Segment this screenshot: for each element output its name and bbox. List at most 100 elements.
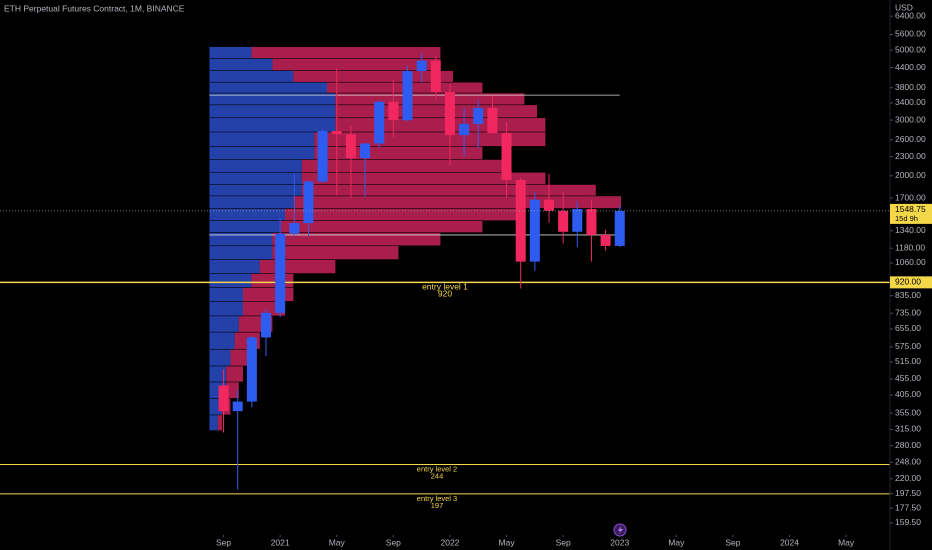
profile-down xyxy=(293,196,622,209)
x-tick-label: Sep xyxy=(556,537,571,547)
profile-down xyxy=(272,58,441,71)
candle-body xyxy=(218,385,229,412)
candle-body xyxy=(317,130,328,182)
x-tick-label: May xyxy=(668,537,685,547)
profile-down xyxy=(226,366,244,382)
x-tick-label: Sep xyxy=(216,537,231,547)
profile-up xyxy=(209,273,252,288)
candle-body xyxy=(303,181,314,224)
profile-down xyxy=(335,118,546,132)
alert-icon[interactable] xyxy=(613,523,627,537)
entry-level-value: 920 xyxy=(438,289,452,299)
y-tick-label: 197.50 xyxy=(895,488,921,498)
entry-level-label: entry level 1 xyxy=(422,282,468,292)
profile-down xyxy=(243,287,294,302)
y-tick-label: 177.50 xyxy=(895,502,921,512)
profile-up xyxy=(209,208,286,221)
candle-body xyxy=(275,233,286,313)
candle-body xyxy=(501,133,512,180)
countdown-label: 15d 9h xyxy=(895,214,918,223)
x-tick-label: May xyxy=(838,537,855,547)
profile-up xyxy=(209,184,302,196)
candle-body xyxy=(331,130,342,135)
profile-down xyxy=(335,105,538,118)
y-tick-label: 280.00 xyxy=(895,440,921,450)
last-price-label: 1548.75 xyxy=(895,204,926,214)
chart-title: ETH Perpetual Futures Contract, 1M, BINA… xyxy=(4,3,185,13)
profile-up xyxy=(209,93,336,105)
y-tick-label: 315.00 xyxy=(895,424,921,434)
candle-body xyxy=(416,60,427,72)
x-tick-label: Sep xyxy=(725,537,740,547)
y-tick-label: 5000.00 xyxy=(895,44,926,54)
profile-down xyxy=(243,301,286,316)
entry-level-value: 197 xyxy=(431,501,444,510)
profile-down xyxy=(314,146,483,160)
profile-down xyxy=(251,273,294,288)
profile-up xyxy=(209,366,227,382)
y-tick-label: 5600.00 xyxy=(895,29,926,39)
profile-down xyxy=(217,415,223,431)
y-tick-label: 3400.00 xyxy=(895,97,926,107)
profile-down xyxy=(335,93,525,105)
profile-up xyxy=(209,70,294,82)
alert-bolt[interactable] xyxy=(618,526,623,534)
y-tick-label: 220.00 xyxy=(895,473,921,483)
profile-down xyxy=(314,132,546,147)
profile-up xyxy=(209,259,260,274)
profile-up xyxy=(209,246,273,260)
x-tick-label: May xyxy=(329,537,346,547)
profile-up xyxy=(209,118,336,132)
entry-level-tag-label: 920.00 xyxy=(895,277,921,287)
y-tick-label: 248.00 xyxy=(895,457,921,467)
candle-body xyxy=(558,210,569,232)
y-tick-label: 1060.00 xyxy=(895,257,926,267)
profile-up xyxy=(209,232,273,246)
candle-body xyxy=(289,223,300,234)
profile-up xyxy=(209,316,239,332)
y-tick-label: 575.00 xyxy=(895,341,921,351)
y-tick-label: 2600.00 xyxy=(895,134,926,144)
candle-body xyxy=(345,134,356,159)
candle-body xyxy=(246,337,257,402)
y-tick-label: 515.00 xyxy=(895,356,921,366)
y-tick-label: 159.50 xyxy=(895,517,921,527)
candle-body xyxy=(402,71,413,121)
y-tick-label: 735.00 xyxy=(895,307,921,317)
candle-body xyxy=(529,199,540,262)
profile-up xyxy=(209,349,231,366)
profile-down xyxy=(285,208,525,221)
last-price-tag xyxy=(890,203,932,224)
candle-body xyxy=(430,60,441,93)
x-tick-label: 2022 xyxy=(440,537,459,547)
candle-body xyxy=(572,209,583,232)
candle-body xyxy=(459,123,470,136)
x-tick-label: 2021 xyxy=(271,537,290,547)
candle-body xyxy=(586,209,597,235)
y-tick-label: 405.00 xyxy=(895,389,921,399)
profile-up xyxy=(209,146,315,160)
y-tick-label: 455.00 xyxy=(895,373,921,383)
profile-up xyxy=(209,221,281,233)
y-tick-label: 355.00 xyxy=(895,407,921,417)
y-tick-label: 1700.00 xyxy=(895,192,926,202)
profile-down xyxy=(293,70,454,82)
candle-body xyxy=(232,401,243,412)
profile-down xyxy=(259,259,336,274)
currency-label: USD xyxy=(895,2,913,12)
entry-level-value: 244 xyxy=(431,472,444,481)
y-tick-label: 835.00 xyxy=(895,290,921,300)
candle-body xyxy=(388,101,399,121)
profile-up xyxy=(209,332,235,349)
profile-down xyxy=(251,46,441,59)
profile-up xyxy=(209,82,328,93)
x-tick-label: May xyxy=(499,537,516,547)
profile-up xyxy=(209,287,244,302)
profile-up xyxy=(209,58,273,71)
profile-down xyxy=(301,184,596,196)
y-tick-label: 6400.00 xyxy=(895,10,926,20)
profile-up xyxy=(209,132,315,147)
y-tick-label: 2300.00 xyxy=(895,151,926,161)
